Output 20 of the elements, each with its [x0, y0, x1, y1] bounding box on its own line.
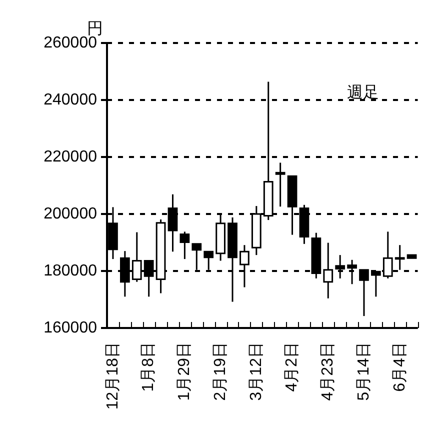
- annotation: 週足: [346, 84, 379, 102]
- x-tick-label: 4月2日: [284, 342, 301, 392]
- y-tick-label: 160000: [44, 319, 98, 336]
- x-tick-label: 1月29日: [176, 342, 194, 401]
- y-tick-label: 240000: [44, 91, 98, 108]
- y-tick-label: 220000: [44, 148, 98, 166]
- candlestick: [359, 269, 369, 317]
- candlestick: [275, 162, 286, 208]
- x-tick-label: 4月23日: [320, 342, 337, 401]
- candlestick: [323, 242, 334, 300]
- x-tick-label: 6月4日: [391, 342, 408, 392]
- candlestick: [180, 230, 190, 260]
- x-tick-label: 5月14日: [355, 342, 372, 401]
- y-tick-label: 200000: [44, 205, 98, 222]
- x-tick-label: 12月18日: [104, 342, 122, 410]
- candlestick: [394, 244, 405, 271]
- y-tick-label: 180000: [44, 262, 98, 280]
- x-tick-label: 3月12日: [248, 342, 265, 401]
- x-tick-label: 2月19日: [212, 342, 229, 401]
- x-tick-label: 1月8日: [140, 342, 158, 392]
